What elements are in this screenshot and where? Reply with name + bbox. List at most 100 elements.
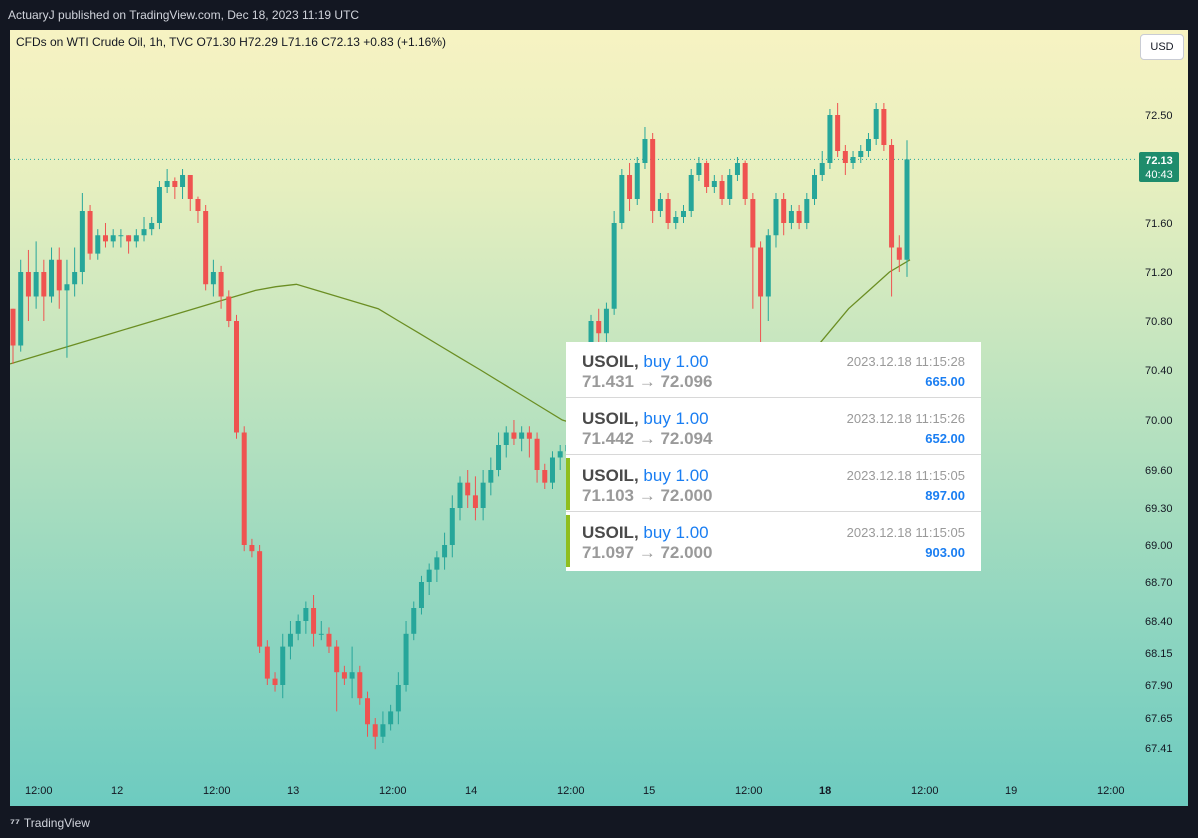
x-tick-label: 12:00 [1097, 785, 1125, 797]
candle-body [187, 175, 193, 199]
candle-body [133, 235, 139, 242]
trade-row[interactable]: USOIL, buy 1.00 71.431 → 72.096 2023.12.… [566, 342, 981, 398]
trade-panel: USOIL, buy 1.00 71.431 → 72.096 2023.12.… [566, 342, 981, 571]
candle-body [357, 672, 363, 699]
candle-body [33, 272, 39, 297]
candle-body [41, 272, 47, 297]
trade-open-price: 71.103 [582, 486, 634, 505]
candle-body [665, 199, 671, 223]
trade-side: buy 1.00 [643, 523, 709, 542]
x-tick-label: 15 [643, 785, 655, 797]
candle-body [850, 157, 856, 163]
candle-body [858, 151, 864, 157]
candle-body [280, 646, 286, 685]
candle-body [426, 569, 432, 582]
candle-body [819, 163, 825, 175]
candle-body [657, 199, 663, 211]
candle-body [234, 321, 239, 433]
y-tick-label: 70.00 [1145, 415, 1173, 427]
candle-body [511, 432, 517, 439]
trade-symbol: USOIL, buy 1.00 [582, 352, 709, 371]
candle-body [264, 646, 270, 679]
candle-body [734, 163, 740, 175]
candle-body [149, 223, 155, 230]
trade-row[interactable]: USOIL, buy 1.00 71.103 → 72.000 2023.12.… [566, 456, 981, 512]
candle-body [611, 223, 617, 309]
trade-open-price: 71.442 [582, 429, 634, 448]
candle-body [642, 139, 648, 163]
candle-body [64, 284, 70, 291]
x-tick-label: 14 [465, 785, 477, 797]
candle-body [180, 175, 186, 187]
x-tick-label: 12:00 [379, 785, 407, 797]
y-tick-label: 68.15 [1145, 648, 1173, 660]
candle-body [542, 470, 548, 483]
candle-body [418, 582, 424, 608]
candle-body [503, 432, 509, 445]
candle-body [889, 145, 895, 248]
y-tick-label: 67.65 [1145, 713, 1173, 725]
trade-close-price: 72.000 [660, 543, 713, 562]
y-tick-label: 69.00 [1145, 540, 1173, 552]
currency-button[interactable]: USD [1140, 34, 1184, 60]
y-tick-label: 72.50 [1145, 110, 1173, 122]
candle-body [257, 551, 263, 647]
trade-row[interactable]: USOIL, buy 1.00 71.442 → 72.094 2023.12.… [566, 399, 981, 455]
candle-body [865, 139, 871, 151]
candle-body [812, 175, 818, 199]
candle-body [804, 199, 810, 223]
y-tick-label: 67.41 [1145, 743, 1173, 755]
chart-area[interactable]: 72.50 71.60 71.20 70.80 70.40 70.00 69.60 69.30… [10, 30, 1188, 806]
trade-row[interactable]: USOIL, buy 1.00 71.097 → 72.000 2023.12.… [566, 513, 981, 569]
candle-body [904, 159, 910, 260]
trade-profit: 652.00 [925, 431, 965, 446]
candle-body [634, 163, 640, 199]
x-tick-label: 12:00 [557, 785, 585, 797]
y-tick-label: 68.70 [1145, 577, 1173, 589]
trade-marker [566, 458, 570, 510]
candle-body [172, 181, 178, 187]
candle-body [102, 235, 108, 242]
trade-side: buy 1.00 [643, 466, 709, 485]
trade-profit: 897.00 [925, 488, 965, 503]
trade-side: buy 1.00 [643, 352, 709, 371]
candle-body [388, 711, 394, 725]
y-tick-label: 69.30 [1145, 503, 1173, 515]
candle-body [118, 235, 124, 237]
candle-body [534, 438, 540, 470]
x-tick-label: 18 [819, 785, 831, 797]
trade-prices: 71.097 → 72.000 [582, 543, 713, 562]
candle-body [781, 199, 787, 223]
y-tick-label: 71.60 [1145, 218, 1173, 230]
candle-body [688, 175, 694, 211]
candle-body [79, 211, 85, 272]
candle-body [557, 451, 563, 458]
candle-body [496, 445, 502, 470]
x-tick-label: 12:00 [203, 785, 231, 797]
x-tick-label: 13 [287, 785, 299, 797]
candle-body [25, 272, 31, 297]
tradingview-logo[interactable]: ⁷⁷ TradingView [10, 816, 90, 830]
candle-body [457, 482, 463, 508]
candle-body [881, 109, 887, 145]
candle-body [873, 109, 879, 139]
candle-body [195, 199, 201, 211]
footer: ⁷⁷ TradingView [0, 806, 1198, 838]
trade-side: buy 1.00 [643, 409, 709, 428]
candle-body [203, 211, 209, 285]
trade-symbol: USOIL, buy 1.00 [582, 466, 709, 485]
candle-body [650, 139, 656, 211]
candle-body [403, 633, 409, 685]
trade-symbol: USOIL, buy 1.00 [582, 523, 709, 542]
candle-body [696, 163, 702, 175]
bar-countdown: 40:43 [1145, 169, 1173, 181]
x-tick-label: 12:00 [25, 785, 53, 797]
symbol-info: CFDs on WTI Crude Oil, 1h, TVC O71.30 H7… [16, 35, 447, 49]
candle-body [156, 187, 162, 223]
candle-body [334, 646, 340, 673]
y-tick-label: 71.20 [1145, 267, 1173, 279]
candle-body [449, 508, 455, 545]
candle-body [488, 470, 494, 483]
candle-body [311, 608, 317, 634]
candle-body [627, 175, 633, 199]
